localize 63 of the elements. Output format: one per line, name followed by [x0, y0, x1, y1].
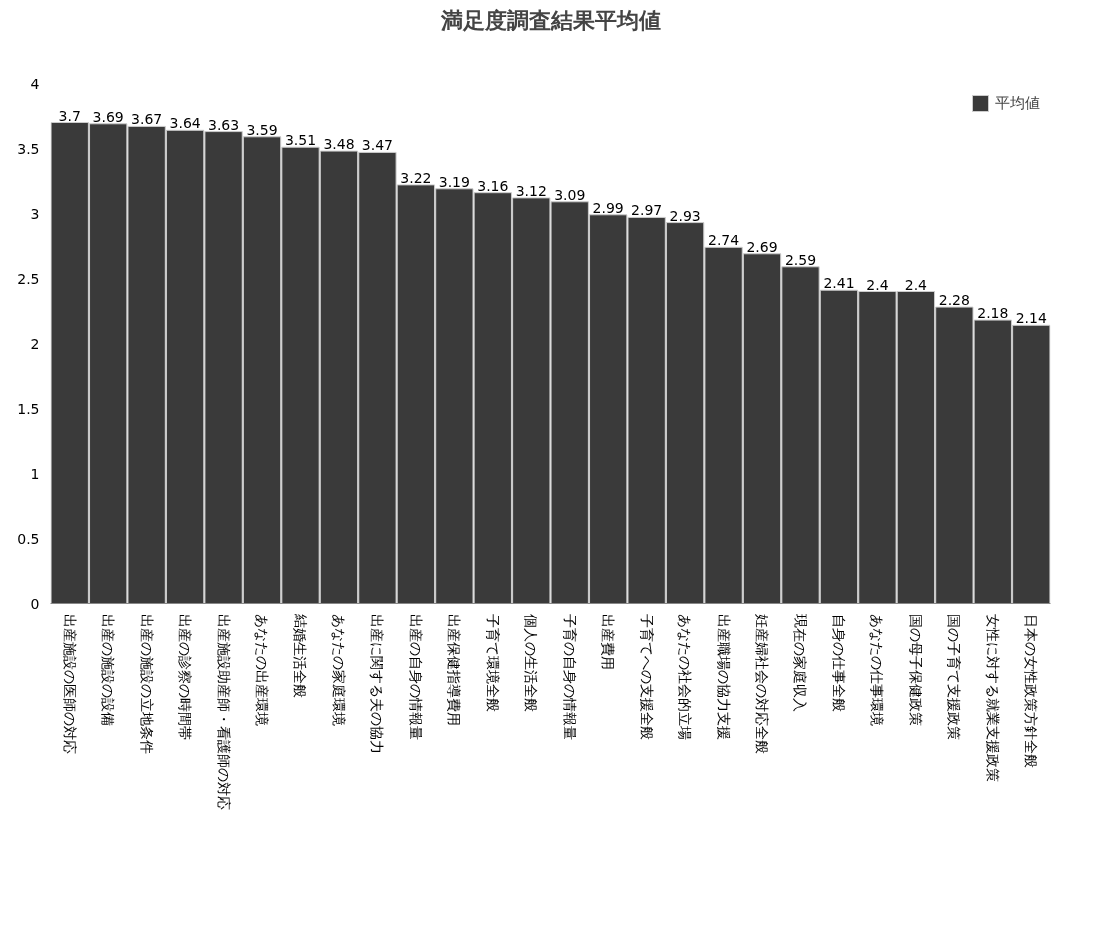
x-tick-label: 結婚生活全般 — [292, 613, 309, 699]
x-tick-label: 出産保健指導費用 — [446, 614, 463, 727]
x-tick-label: 子育の自身の情報量 — [561, 614, 578, 741]
y-tick-label: 3 — [30, 205, 40, 222]
data-label: 2.97 — [631, 202, 663, 219]
legend-label: 平均値 — [995, 93, 1040, 113]
data-label: 3.12 — [515, 182, 547, 199]
x-tick-label: 日本の女性政策方針全般 — [1023, 614, 1040, 769]
data-label: 3.69 — [92, 108, 124, 125]
data-label: 3.19 — [438, 173, 470, 190]
data-label: 2.93 — [669, 207, 701, 224]
data-label: 3.48 — [323, 136, 355, 153]
data-label: 2.4 — [866, 276, 889, 293]
data-label: 2.69 — [746, 238, 778, 255]
x-tick-label: 子育て環境全般 — [484, 614, 501, 713]
data-label: 3.59 — [246, 121, 278, 138]
data-label: 2.99 — [592, 199, 624, 216]
x-tick-label: 出産の自身の情報量 — [407, 614, 424, 741]
x-tick-label: 国の子育て支援政策 — [946, 614, 963, 741]
x-tick-label: 女性に対する就業支援政策 — [984, 614, 1001, 783]
data-label: 2.41 — [823, 275, 855, 292]
data-label: 3.63 — [207, 116, 240, 133]
data-label: 3.64 — [169, 115, 201, 132]
data-label: 2.18 — [977, 305, 1009, 322]
data-label: 2.4 — [904, 276, 928, 293]
x-tick-label: 自身の仕事全般 — [830, 614, 847, 713]
x-tick-label: 子育てへの支援全般 — [638, 614, 655, 741]
x-tick-label: 出産の診察の時間帯 — [177, 614, 194, 741]
data-label: 3.22 — [400, 169, 432, 186]
x-tick-label: あなたの家庭環境 — [330, 614, 347, 727]
data-label: 3.67 — [131, 111, 163, 128]
y-tick-label: 0.5 — [17, 530, 40, 547]
data-label: 2.28 — [938, 292, 970, 309]
y-tick-label: 2 — [30, 335, 40, 352]
x-tick-label: 出産職場の協力支援 — [715, 614, 732, 741]
x-tick-label: 出産の施設の設備 — [100, 614, 117, 727]
y-tick-label: 2.5 — [17, 270, 40, 287]
x-tick-label: 出産施設助産師・看護師の対応 — [215, 614, 232, 811]
y-tick-label: 3.5 — [17, 140, 40, 157]
data-label: 2.59 — [784, 251, 817, 268]
data-label: 3.51 — [284, 132, 317, 149]
x-tick-label: 国の母子保健政策 — [907, 614, 924, 727]
chart-title: 満足度調査結果平均値 — [439, 7, 661, 33]
data-label: 3.09 — [554, 186, 586, 203]
x-tick-label: 出産の施設の立地条件 — [138, 614, 155, 755]
data-label: 2.74 — [707, 232, 740, 249]
x-tick-label: 出産に関する夫の協力 — [369, 614, 386, 755]
y-tick-label: 1.5 — [17, 400, 40, 417]
x-tick-label: 出産施設の医師の対応 — [61, 614, 78, 755]
x-tick-label: 個人の生活全般 — [523, 614, 540, 713]
data-label: 3.16 — [477, 177, 509, 194]
data-label: 3.47 — [361, 137, 394, 154]
x-tick-label: 妊産婦社会の対応全般 — [754, 614, 771, 755]
data-label: 3.7 — [58, 107, 81, 124]
y-tick-label: 4 — [30, 75, 40, 92]
x-tick-label: 出産費用 — [600, 614, 617, 671]
y-tick-label: 0 — [30, 595, 40, 612]
x-tick-label: 現在の家庭収入 — [792, 614, 809, 713]
x-tick-label: あなたの仕事環境 — [869, 614, 886, 727]
x-tick-label: あなたの出産環境 — [254, 614, 271, 727]
y-tick-label: 1 — [30, 465, 40, 482]
data-label: 2.14 — [1015, 310, 1047, 327]
x-tick-label: あなたの社会的立場 — [677, 614, 694, 741]
